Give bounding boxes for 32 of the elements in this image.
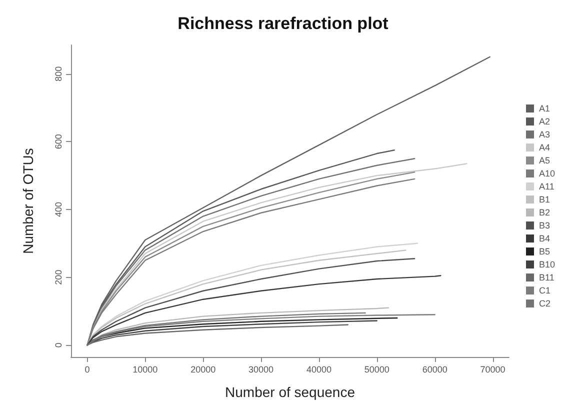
- y-tick-label: 600: [54, 134, 64, 150]
- legend-label: A1: [538, 104, 550, 114]
- legend-label: A5: [538, 156, 550, 166]
- legend-label: B5: [538, 246, 550, 256]
- x-tick-label: 60000: [422, 364, 448, 374]
- x-tick-label: 20000: [190, 364, 216, 374]
- legend-label: B10: [538, 260, 555, 270]
- y-tick-label: 200: [54, 270, 64, 285]
- x-tick-label: 0: [84, 364, 90, 374]
- legend-label: A2: [538, 116, 550, 126]
- y-tick-label: 800: [54, 66, 64, 82]
- legend-label: B1: [538, 194, 550, 204]
- x-axis-title: Number of sequence: [225, 384, 356, 400]
- legend-label: B3: [538, 220, 550, 230]
- legend-label: A11: [538, 182, 554, 192]
- y-tick-label: 400: [54, 202, 64, 217]
- legend-label: C1: [538, 286, 550, 296]
- x-tick-label: 70000: [480, 364, 506, 374]
- legend-label: A10: [538, 168, 555, 178]
- x-tick-label: 40000: [306, 364, 332, 374]
- legend-label: C2: [538, 298, 550, 308]
- legend-label: B11: [538, 272, 554, 282]
- legend-label: A4: [538, 142, 550, 152]
- legend-label: A3: [538, 130, 550, 140]
- x-tick-label: 10000: [132, 364, 158, 374]
- y-axis-title: Number of OTUs: [20, 148, 36, 254]
- legend-label: B4: [538, 234, 550, 244]
- y-tick-label: 0: [54, 342, 64, 348]
- x-tick-label: 30000: [248, 364, 274, 374]
- x-tick-label: 50000: [364, 364, 390, 374]
- legend-label: B2: [538, 208, 550, 218]
- chart-title: Richness rarefraction plot: [178, 14, 389, 33]
